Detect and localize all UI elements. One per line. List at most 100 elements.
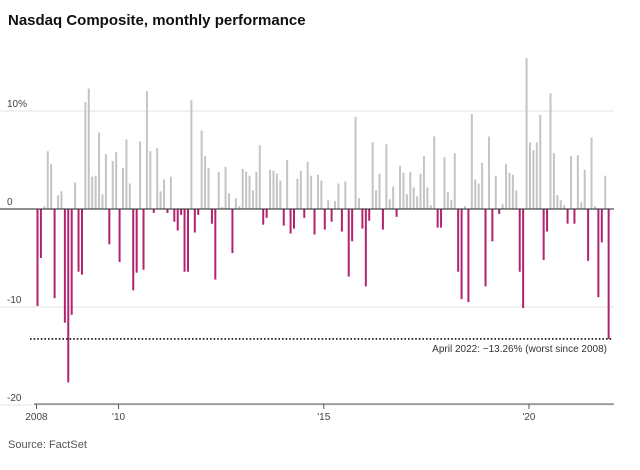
bar: 2019-08: 3.5% (511, 174, 514, 209)
bar: 2021-10: -3.4% (600, 209, 603, 243)
bar: 2012-12: 0.3% (238, 206, 241, 209)
bar: 2011-12: -0.6% (197, 209, 200, 215)
bar: 2015-06: -2.3% (340, 209, 343, 232)
bar: 2017-07: 2.2% (426, 187, 429, 209)
bar: 2014-07: -0.9% (303, 209, 306, 218)
bar: 2010-10: 5.9% (149, 151, 152, 209)
annotation-label: April 2022: −13.26% (worst since 2008) (432, 344, 607, 355)
bar: 2017-06: 5.4% (422, 156, 425, 209)
bar: 2010-07: 6.9% (139, 141, 142, 209)
bar: 2011-06: -2.2% (176, 209, 179, 231)
bar: 2015-10: 9.4% (354, 116, 357, 209)
bar: 2008-02: -5% (39, 209, 42, 258)
annotation-group: April 2022: −13.26% (worst since 2008) (30, 338, 612, 355)
x-tick-label: '20 (522, 412, 535, 423)
bar: 2010-02: 4.2% (122, 167, 124, 209)
bar: 2010-06: -6.5% (135, 209, 138, 273)
bar: 2016-01: -7.9% (364, 209, 367, 287)
bar: 2016-04: 1.9% (375, 190, 378, 209)
bar: 2012-08: 4.3% (224, 166, 227, 209)
bar: 2016-10: -0.8% (395, 209, 398, 217)
bar: 2015-03: -1.3% (330, 209, 333, 222)
bar: 2009-12: 5.8% (115, 152, 118, 209)
source-note: Source: FactSet (8, 439, 87, 451)
x-tick-label: '15 (317, 412, 330, 423)
bar: 2018-05: -9.2% (460, 209, 463, 300)
bar: 2012-07: 0.2% (221, 207, 224, 209)
bar: 2021-11: 3.4% (604, 175, 607, 209)
y-tick-label: -20 (7, 393, 22, 404)
bar: 2019-01: 7.4% (487, 136, 490, 209)
bar: 2019-05: 0.5% (501, 204, 504, 209)
bar: 2014-03: -2.5% (289, 209, 292, 234)
bar: 2016-03: 6.8% (371, 142, 374, 209)
bar: 2009-03: 10.9% (84, 102, 87, 209)
bar: 2021-06: -5.3% (587, 209, 590, 261)
bar: 2011-11: -2.4% (193, 209, 196, 233)
bar: 2008-09: -11.6% (63, 209, 66, 323)
bar: 2019-10: -6.4% (518, 209, 521, 272)
bar: 2011-03: -0.4% (166, 209, 169, 213)
bar: 2018-11: 4.7% (481, 162, 484, 209)
bar: 2008-08: 1.8% (60, 191, 63, 209)
bar: 2012-10: -4.5% (231, 209, 234, 254)
bar: 2013-07: -1.6% (262, 209, 265, 225)
bar: 2014-09: 3.4% (310, 175, 313, 209)
bar: 2013-02: 3.8% (245, 171, 248, 209)
bar: 2012-04: -1.5% (210, 209, 213, 224)
bar: 2017-08: 0.4% (429, 205, 432, 209)
bar: 2008-11: -10.8% (70, 209, 73, 315)
bar: 2013-12: 2.9% (279, 180, 282, 209)
bar: 2009-08: 1.5% (101, 194, 104, 209)
bar: 2016-06: -2.1% (381, 209, 384, 230)
bar: 2017-02: 3.8% (409, 171, 412, 209)
bar: 2008-03: 0.3% (43, 206, 46, 209)
bar: 2009-10: -3.6% (108, 209, 111, 245)
bar: 2019-09: 1.9% (515, 190, 518, 209)
bar: 2009-04: 12.3% (87, 88, 90, 209)
bar: 2019-11: -10.1% (522, 209, 525, 308)
bar: 2018-04: -6.4% (457, 209, 460, 272)
bar: 2017-09: 7.4% (433, 136, 436, 209)
bar: 2014-11: 3.5% (316, 174, 319, 209)
bar: 2018-03: 5.7% (453, 153, 456, 209)
bar: 2012-09: 1.6% (228, 193, 231, 209)
bar: 2015-01: -2.1% (323, 209, 326, 230)
bar: 2018-10: 2.6% (477, 183, 480, 209)
bar: 2015-04: 0.8% (334, 201, 337, 209)
bar: 2010-03: 7.1% (125, 139, 128, 209)
bar: 2012-06: 3.8% (217, 171, 220, 209)
bar: 2011-04: 3.3% (169, 176, 172, 209)
bar: 2016-05: 3.6% (378, 173, 381, 209)
bar: 2011-08: -6.4% (183, 209, 186, 272)
bar: 2010-05: -8.3% (132, 209, 135, 291)
bar: 2015-07: 2.8% (344, 181, 347, 209)
bar: 2012-02: 5.4% (204, 156, 207, 209)
bar: 2009-07: 7.8% (98, 132, 101, 209)
bar: 2017-10: -1.9% (436, 209, 439, 228)
bar: 2019-06: 4.6% (505, 163, 508, 209)
bar: 2009-01: -6.4% (77, 209, 80, 272)
bar: 2017-05: 3.6% (419, 173, 422, 209)
bar: 2014-01: -1.7% (282, 209, 285, 226)
bar: 2008-07: 1.4% (57, 195, 60, 209)
bar: 2015-12: -2% (361, 209, 364, 229)
bar: 2009-09: 5.6% (104, 154, 107, 209)
bar: 2016-09: 2.3% (392, 186, 395, 209)
bar-series: 2008-01: -9.9%2008-02: -5%2008-03: 0.3%2… (36, 58, 610, 383)
bar: 2013-10: 3.9% (272, 170, 275, 209)
bar: 2016-08: 1% (388, 199, 391, 209)
bar: 2019-03: 3.4% (494, 175, 497, 209)
bar: 2009-05: 3.3% (91, 176, 94, 209)
chart-title: Nasdaq Composite, monthly performance (8, 12, 306, 29)
bar: 2016-02: -1.2% (368, 209, 371, 221)
bar: 2011-07: -0.6% (180, 209, 183, 215)
bar: 2013-03: 3.4% (248, 175, 251, 209)
bar: 2015-09: -3.3% (351, 209, 354, 242)
